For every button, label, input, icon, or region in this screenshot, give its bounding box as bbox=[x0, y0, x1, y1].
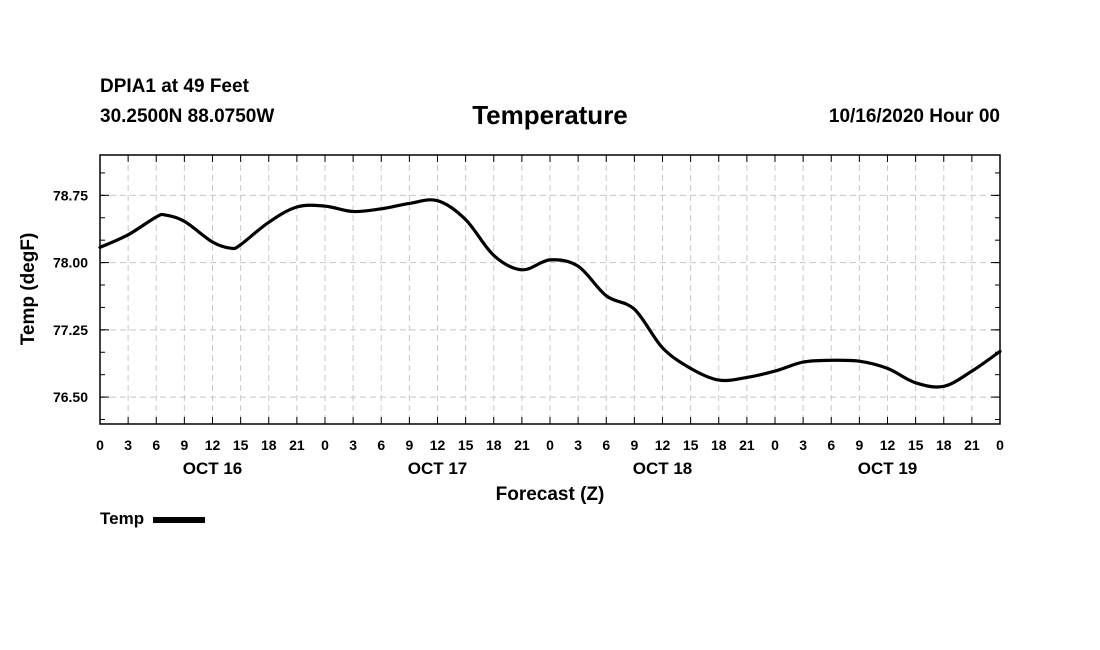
x-tick-label: 6 bbox=[152, 437, 160, 453]
x-tick-label: 0 bbox=[996, 437, 1004, 453]
x-tick-label: 6 bbox=[377, 437, 385, 453]
x-tick-label: 12 bbox=[880, 437, 896, 453]
x-tick-label: 3 bbox=[124, 437, 132, 453]
x-tick-label: 21 bbox=[289, 437, 305, 453]
x-tick-label: 6 bbox=[602, 437, 610, 453]
x-tick-label: 12 bbox=[205, 437, 221, 453]
x-tick-label: 6 bbox=[827, 437, 835, 453]
x-tick-label: 0 bbox=[321, 437, 329, 453]
series-layer bbox=[98, 198, 1002, 389]
x-tick-label: 0 bbox=[546, 437, 554, 453]
x-axis-title: Forecast (Z) bbox=[496, 484, 605, 505]
tick-layer bbox=[99, 155, 1001, 424]
x-tick-label: 9 bbox=[180, 437, 188, 453]
legend-line-swatch bbox=[153, 517, 206, 523]
x-day-label: OCT 19 bbox=[858, 459, 918, 478]
x-tick-label: 15 bbox=[908, 437, 924, 453]
y-tick-label: 78.75 bbox=[53, 187, 88, 203]
y-axis-title: Temp (degF) bbox=[18, 233, 39, 346]
x-tick-label: 9 bbox=[405, 437, 413, 453]
station-coordinates: 30.2500N 88.0750W bbox=[100, 106, 275, 127]
x-tick-label: 9 bbox=[855, 437, 863, 453]
x-tick-label: 0 bbox=[96, 437, 104, 453]
x-day-label: OCT 16 bbox=[183, 459, 243, 478]
legend-label: Temp bbox=[100, 509, 145, 528]
plot-frame bbox=[99, 154, 1001, 425]
y-tick-label: 77.25 bbox=[53, 322, 88, 338]
x-tick-label: 12 bbox=[655, 437, 671, 453]
x-tick-label: 21 bbox=[514, 437, 530, 453]
issue-time: 10/16/2020 Hour 00 bbox=[828, 106, 1000, 127]
x-tick-label: 15 bbox=[233, 437, 249, 453]
x-tick-label: 3 bbox=[799, 437, 807, 453]
temp-series-line bbox=[98, 198, 1002, 389]
x-day-label: OCT 17 bbox=[408, 459, 468, 478]
chart-title: Temperature bbox=[472, 100, 628, 130]
x-tick-label: 0 bbox=[771, 437, 779, 453]
x-tick-label: 21 bbox=[964, 437, 980, 453]
x-tick-label: 15 bbox=[683, 437, 699, 453]
x-tick-label: 9 bbox=[630, 437, 638, 453]
x-tick-label: 21 bbox=[739, 437, 755, 453]
y-tick-label: 78.00 bbox=[53, 255, 88, 271]
x-tick-label: 12 bbox=[430, 437, 446, 453]
y-tick-label: 76.50 bbox=[53, 389, 88, 405]
legend: Temp bbox=[100, 509, 206, 529]
grid-layer bbox=[100, 155, 1000, 424]
x-tick-label: 18 bbox=[486, 437, 502, 453]
x-day-label: OCT 18 bbox=[633, 459, 693, 478]
x-tick-label: 18 bbox=[261, 437, 277, 453]
x-tick-label: 18 bbox=[711, 437, 727, 453]
x-tick-label: 3 bbox=[349, 437, 357, 453]
x-tick-label: 3 bbox=[574, 437, 582, 453]
x-tick-label: 15 bbox=[458, 437, 474, 453]
station-name: DPIA1 at 49 Feet bbox=[100, 76, 249, 97]
label-layer: 0 3 6 9 12 15 18 21 0 3 6 9 12 15 18 21 0 3 6 9 12 15 18 21 0 3 6 9… bbox=[53, 187, 1004, 478]
x-tick-label: 18 bbox=[936, 437, 952, 453]
